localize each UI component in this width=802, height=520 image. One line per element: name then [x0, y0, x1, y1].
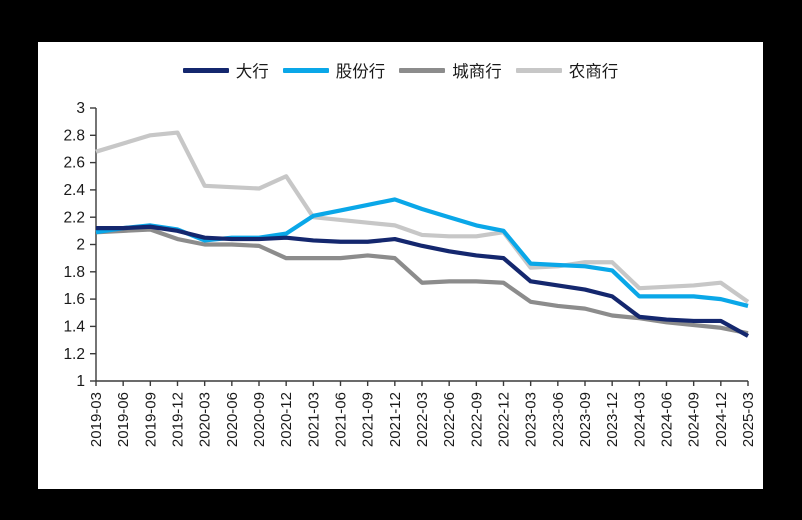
legend-label: 股份行: [335, 62, 386, 81]
x-tick-label: 2019-09: [142, 392, 159, 447]
x-tick-label: 2020-09: [251, 392, 268, 447]
y-tick-label: 2.6: [63, 155, 85, 172]
y-tick-label: 2: [76, 237, 85, 254]
x-tick-label: 2021-06: [333, 392, 350, 447]
x-tick-label: 2020-06: [224, 392, 241, 447]
legend-swatch-icon: [515, 67, 562, 73]
x-tick-label: 2022-03: [414, 392, 431, 447]
series-line: [95, 130, 750, 304]
x-tick-label: 2021-03: [305, 392, 322, 447]
y-tick-label: 2.2: [63, 209, 85, 226]
series-line: [95, 197, 749, 308]
legend-entry[interactable]: 大行: [182, 58, 269, 82]
y-tick-label: 2.4: [63, 182, 85, 199]
legend-entry[interactable]: 股份行: [282, 58, 386, 82]
x-tick-label: 2020-03: [197, 392, 214, 447]
legend-entry[interactable]: 城商行: [399, 58, 502, 82]
x-tick-label: 2021-12: [387, 392, 404, 447]
x-tick-label: 2024-09: [686, 392, 703, 447]
x-tick-label: 2024-06: [659, 392, 676, 447]
y-tick-label: 1.4: [63, 318, 85, 335]
legend-swatch-icon: [282, 67, 329, 73]
x-tick-label: 2023-12: [604, 392, 621, 447]
legend-swatch-icon: [399, 67, 446, 73]
y-tick-label: 2.8: [63, 127, 85, 144]
y-tick-label: 1.6: [63, 291, 85, 308]
x-tick-label: 2020-12: [278, 392, 295, 447]
y-tick-label: 1.8: [63, 264, 85, 281]
line-chart-svg: 1 1.2 1.4 1.6 1.8 2 2.2 2.4 2.6 2.8 3 2019-03 2019-0…: [63, 100, 757, 447]
y-tick-label: 3: [76, 100, 85, 117]
x-tick-label: 2025-03: [740, 392, 757, 447]
legend-label: 大行: [235, 62, 269, 81]
x-tick-label: 2023-09: [577, 392, 594, 447]
x-tick-label: 2023-06: [550, 392, 567, 447]
x-tick-label: 2022-06: [441, 392, 458, 447]
x-tick-label: 2024-03: [631, 392, 648, 447]
x-tick-label: 2021-09: [360, 392, 377, 447]
x-tick-label: 2019-06: [115, 392, 132, 447]
x-tick-label: 2022-09: [468, 392, 485, 447]
y-tick-label: 1: [76, 373, 85, 390]
legend-swatch-icon: [182, 67, 229, 73]
x-tick-label: 2024-12: [713, 392, 730, 447]
x-tick-label: 2022-12: [496, 392, 513, 447]
chart-figure: 大行 股份行 城商行 农商行 1 1.2 1.4 1.6 1.8 2 2.2 2.4 2.6 2.8 3 2…: [38, 42, 763, 489]
x-tick-label: 2023-03: [523, 392, 540, 447]
x-tick-label: 2019-12: [170, 392, 187, 447]
y-tick-label: 1.2: [63, 346, 85, 363]
chart-legend: 大行 股份行 城商行 农商行: [38, 58, 763, 82]
series-line: [96, 224, 750, 338]
x-tick-label: 2019-03: [88, 392, 105, 447]
legend-entry[interactable]: 农商行: [515, 58, 619, 82]
plot-area: 1 1.2 1.4 1.6 1.8 2 2.2 2.4 2.6 2.8 3 2019-03 2019-0…: [38, 42, 763, 489]
legend-label: 农商行: [568, 62, 619, 81]
legend-label: 城商行: [452, 62, 502, 81]
